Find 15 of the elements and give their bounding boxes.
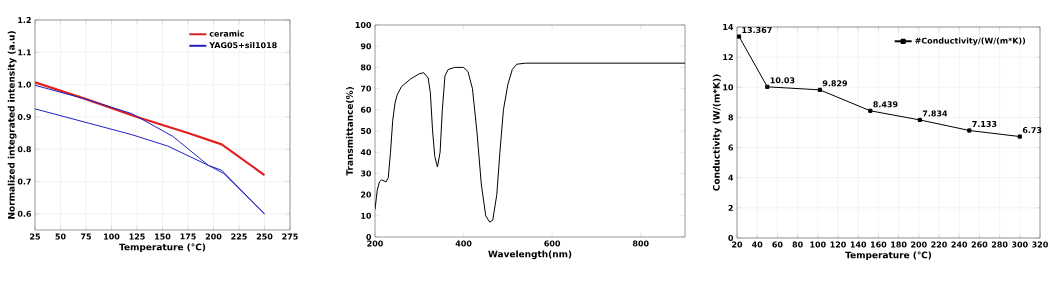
line-series — [35, 84, 266, 215]
x-axis-title: Wavelength(nm) — [488, 250, 572, 260]
point — [817, 87, 822, 92]
point — [967, 128, 972, 133]
x-axis-title: Temperature (℃) — [845, 251, 932, 261]
point — [917, 117, 922, 123]
y-axis-title: Conductivity (W/(m*K)) — [712, 74, 722, 191]
x-axis-title: Temperature (°C) — [119, 243, 206, 253]
point — [868, 108, 873, 113]
line-series — [35, 81, 266, 177]
point — [1017, 134, 1022, 139]
point — [736, 34, 742, 39]
point — [765, 84, 770, 89]
y-axis-title: Transmittance(%) — [345, 87, 354, 176]
y-axis-title: Normalized integrated intensity (a.u) — [7, 31, 17, 219]
